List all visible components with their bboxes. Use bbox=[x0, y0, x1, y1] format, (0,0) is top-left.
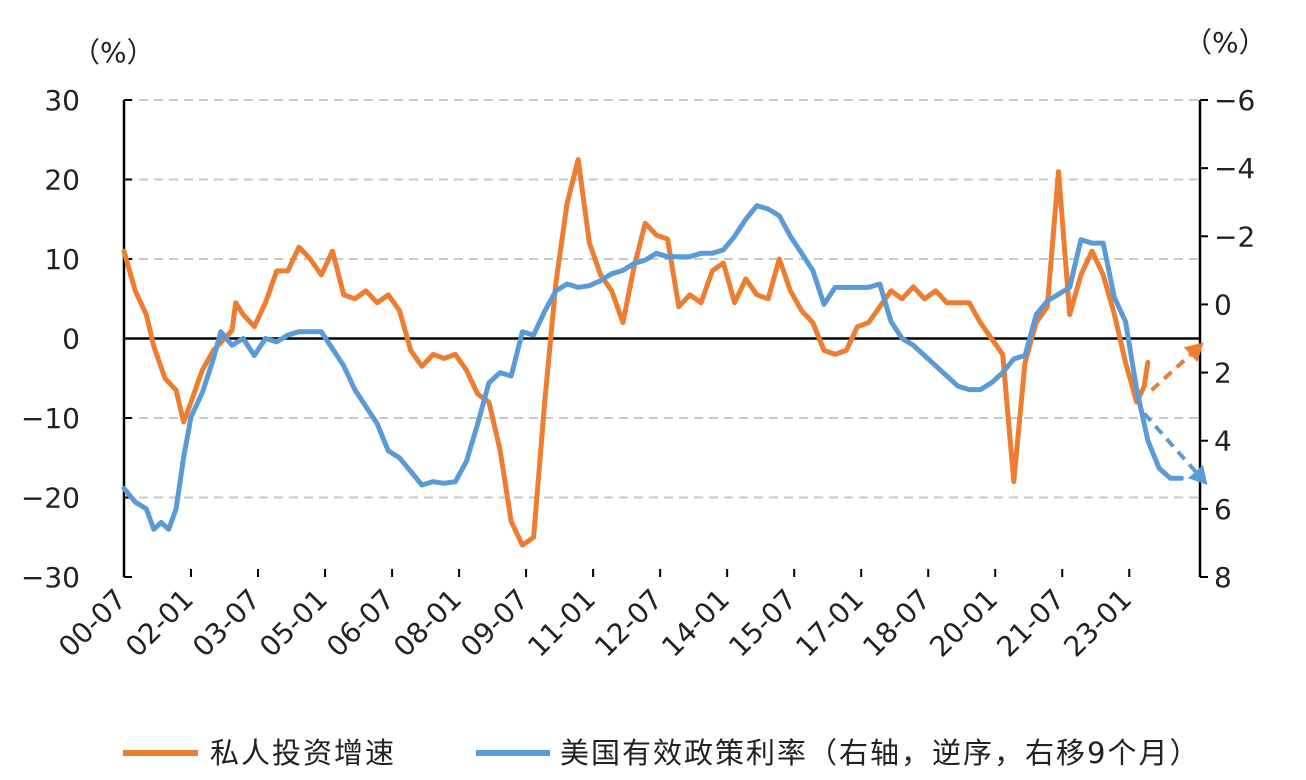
right-axis-unit: （%） bbox=[1184, 26, 1267, 59]
legend-label-private-investment: 私人投资增速 bbox=[210, 736, 396, 770]
left-tick-label: −30 bbox=[21, 561, 80, 594]
left-tick-label: 30 bbox=[44, 84, 80, 117]
legend-label-policy-rate: 美国有效政策利率（右轴，逆序，右移9个月） bbox=[560, 736, 1200, 770]
right-tick-label: 6 bbox=[1214, 493, 1232, 526]
left-axis-unit: （%） bbox=[72, 36, 155, 69]
left-tick-label: 0 bbox=[62, 323, 80, 356]
x-tick-label: 12-07 bbox=[588, 583, 669, 664]
policy-rate-trend-arrow bbox=[1142, 412, 1198, 473]
investment-trend-arrow-head bbox=[1183, 342, 1204, 363]
x-tick-label: 05-01 bbox=[253, 583, 334, 664]
x-tick-label: 09-07 bbox=[454, 583, 535, 664]
investment-trend-arrow bbox=[1150, 353, 1192, 392]
x-tick-label: 06-07 bbox=[320, 583, 401, 664]
x-tick-label: 11-01 bbox=[521, 583, 602, 664]
policy-rate-line bbox=[121, 203, 1184, 532]
x-axis-ticks: 00-0702-0103-0705-0106-0708-0109-0711-01… bbox=[52, 569, 1138, 663]
trend-arrows bbox=[1142, 342, 1208, 486]
right-tick-label: 0 bbox=[1214, 288, 1232, 321]
grid-lines bbox=[124, 99, 1200, 499]
left-tick-label: −20 bbox=[21, 482, 80, 515]
right-tick-label: 8 bbox=[1214, 561, 1232, 594]
legend: 私人投资增速 美国有效政策利率（右轴，逆序，右移9个月） bbox=[123, 736, 1200, 770]
right-tick-label: 4 bbox=[1214, 425, 1232, 458]
x-tick-label: 23-01 bbox=[1057, 583, 1138, 664]
x-tick-label: 20-01 bbox=[923, 583, 1004, 664]
right-tick-label: −2 bbox=[1214, 220, 1255, 253]
x-tick-label: 02-01 bbox=[119, 583, 200, 664]
x-tick-label: 18-07 bbox=[856, 583, 937, 664]
series-lines bbox=[121, 157, 1184, 548]
x-tick-label: 21-07 bbox=[990, 583, 1071, 664]
left-tick-label: −10 bbox=[21, 402, 80, 435]
right-axis-ticks: −6 −4 −2 0 2 4 6 8 bbox=[1200, 84, 1255, 594]
right-tick-label: 2 bbox=[1214, 357, 1232, 390]
x-tick-label: 14-01 bbox=[655, 583, 736, 664]
left-tick-label: 20 bbox=[44, 164, 80, 197]
left-axis-ticks: 30 20 10 0 −10 −20 −30 bbox=[21, 84, 132, 594]
private-investment-line bbox=[121, 157, 1151, 548]
left-tick-label: 10 bbox=[44, 243, 80, 276]
policy-rate-trend-arrow-head bbox=[1188, 464, 1208, 486]
x-tick-label: 00-07 bbox=[52, 583, 133, 664]
x-tick-label: 15-07 bbox=[722, 583, 803, 664]
x-tick-label: 08-01 bbox=[387, 583, 468, 664]
x-tick-label: 17-01 bbox=[789, 583, 870, 664]
right-tick-label: −4 bbox=[1214, 152, 1255, 185]
right-tick-label: −6 bbox=[1214, 84, 1255, 117]
x-tick-label: 03-07 bbox=[186, 583, 267, 664]
